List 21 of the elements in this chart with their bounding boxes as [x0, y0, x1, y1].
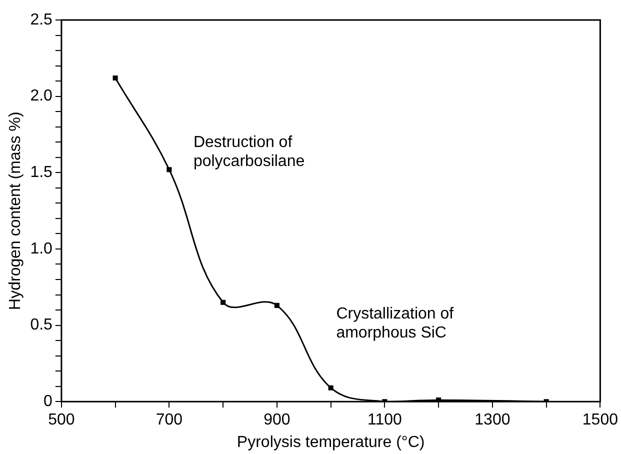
y-tick-label: 1.5	[30, 164, 53, 182]
y-tick-label: 0.5	[30, 316, 53, 334]
x-tick-label: 900	[264, 412, 290, 429]
y-tick-label: 2.0	[30, 88, 53, 105]
x-tick-label: 1100	[367, 412, 402, 429]
y-tick-label: 0	[44, 393, 53, 410]
x-tick-label: 700	[156, 412, 183, 429]
point	[274, 302, 280, 308]
y-tick-label: 1.0	[30, 240, 53, 258]
y-axis-title: Hydrogen content (mass %)	[7, 112, 24, 310]
point	[220, 300, 226, 305]
point	[112, 75, 118, 81]
y-tick-label: 2.5	[30, 11, 53, 28]
point	[328, 385, 334, 390]
x-tick-label: 500	[48, 412, 75, 429]
annotation: Crystallization of amorphous SiC	[336, 306, 454, 342]
x-axis-title: Pyrolysis temperature (°C)	[236, 434, 425, 451]
annotation: Destruction of polycarbosilane	[193, 134, 305, 170]
x-tick-label: 1300	[474, 412, 510, 429]
x-tick-label: 1500	[582, 412, 618, 429]
point	[166, 167, 172, 172]
